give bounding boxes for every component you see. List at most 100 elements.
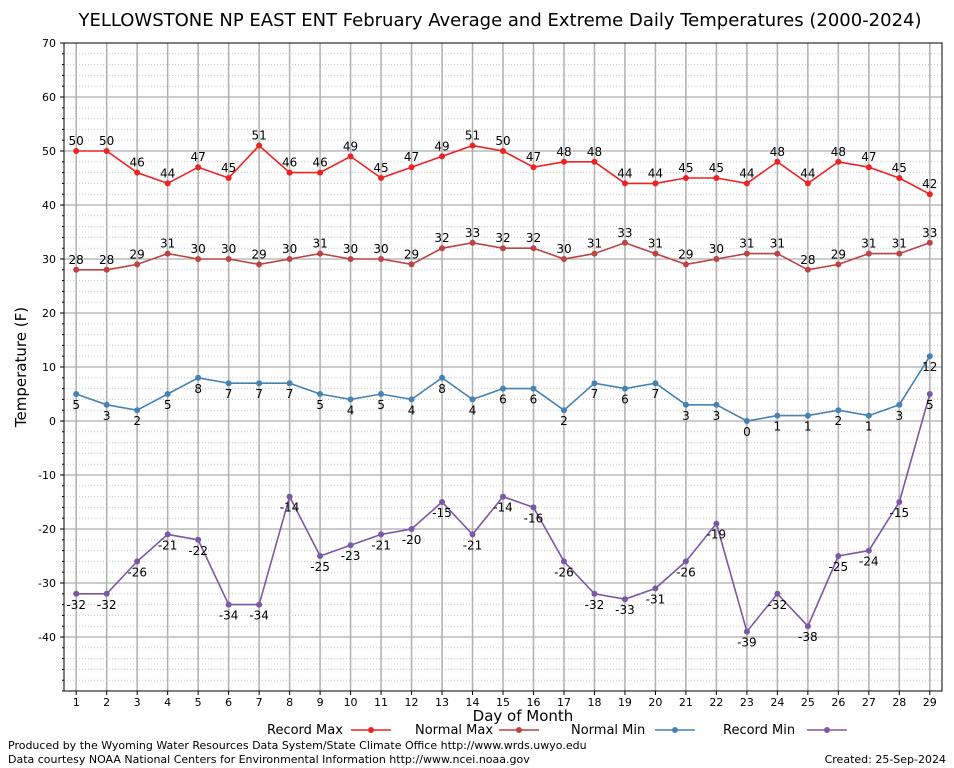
data-label: 3	[682, 409, 690, 423]
data-point	[560, 407, 567, 414]
data-point	[164, 391, 171, 397]
data-label: 33	[922, 226, 937, 240]
data-label: -16	[524, 511, 544, 525]
created-date: Created: 25-Sep-2024	[824, 753, 946, 766]
data-point	[225, 175, 232, 181]
data-label: 31	[770, 237, 785, 251]
x-tick-label: 24	[770, 696, 784, 709]
data-label: 2	[560, 414, 568, 428]
data-point	[439, 374, 446, 381]
data-point	[713, 175, 720, 181]
data-label: 48	[587, 145, 602, 159]
data-label: -21	[158, 538, 178, 552]
data-label: 30	[343, 242, 358, 256]
data-point	[195, 164, 202, 171]
data-label: 0	[743, 425, 751, 439]
data-label: 50	[69, 134, 84, 148]
data-point	[347, 256, 354, 262]
data-label: 30	[556, 242, 571, 256]
legend-item: Normal Max	[415, 723, 539, 738]
data-label: 45	[709, 161, 724, 175]
legend-swatch-marker	[368, 727, 374, 733]
data-point	[286, 256, 293, 262]
credit-data-source: Data courtesy NOAA National Centers for …	[8, 753, 530, 766]
data-point	[103, 401, 110, 408]
x-tick-label: 7	[256, 696, 263, 709]
data-point	[804, 180, 811, 187]
data-label: 42	[922, 177, 937, 191]
data-point	[469, 396, 476, 403]
data-point	[225, 380, 232, 387]
data-point	[408, 261, 415, 268]
data-label: 7	[591, 387, 599, 401]
data-label: -25	[310, 560, 330, 574]
data-point	[225, 256, 232, 262]
data-point	[835, 407, 842, 414]
data-point	[134, 261, 141, 268]
x-axis-label: Day of Month	[473, 707, 574, 725]
legend: Record Max Normal Max Normal Min Record Min	[267, 723, 847, 738]
data-point	[835, 553, 842, 559]
data-label: -26	[127, 565, 147, 579]
data-point	[225, 601, 232, 608]
x-tick-label: 4	[164, 696, 171, 709]
x-tick-label: 9	[317, 696, 324, 709]
data-label: 45	[678, 161, 693, 175]
data-label: -32	[97, 598, 117, 612]
data-label: 8	[194, 382, 202, 396]
series-record-min: -32 -32 -26 -21 -22 -34 -34 -14 -25 -23 -21 -20 -15 -…	[66, 391, 934, 650]
y-tick-label: -20	[38, 523, 56, 536]
data-label: 49	[343, 139, 358, 153]
x-tick-label: 13	[435, 696, 449, 709]
data-point	[591, 158, 598, 165]
data-point	[286, 380, 293, 387]
data-label: 29	[678, 247, 693, 261]
data-label: 32	[495, 231, 510, 245]
data-label: 31	[312, 237, 327, 251]
data-point	[73, 148, 80, 154]
data-label: 45	[373, 161, 388, 175]
data-label: 30	[373, 242, 388, 256]
data-label: -14	[493, 501, 513, 515]
data-point	[469, 142, 476, 149]
data-point	[591, 380, 598, 387]
data-point	[286, 493, 293, 500]
data-point	[926, 191, 933, 198]
data-point	[774, 412, 781, 419]
data-label: 46	[312, 156, 327, 170]
legend-label: Normal Max	[415, 723, 493, 738]
data-label: 48	[770, 145, 785, 159]
data-point	[835, 261, 842, 268]
data-point	[896, 175, 903, 181]
data-point	[134, 558, 141, 565]
data-point	[408, 164, 415, 171]
data-label: -20	[402, 533, 422, 547]
data-label: 50	[495, 134, 510, 148]
data-point	[317, 250, 324, 257]
x-tick-label: 5	[195, 696, 202, 709]
x-tick-label: 1	[73, 696, 80, 709]
data-label: 8	[438, 382, 446, 396]
data-point	[439, 153, 446, 160]
data-label: 4	[347, 403, 355, 417]
data-label: 32	[526, 231, 541, 245]
data-label: 33	[465, 226, 480, 240]
data-point	[500, 245, 506, 252]
data-point	[560, 256, 567, 262]
data-label: 28	[800, 253, 815, 267]
data-label: 31	[160, 237, 175, 251]
x-tick-label: 14	[466, 696, 480, 709]
x-tick-label: 22	[709, 696, 723, 709]
legend-item: Record Min	[723, 723, 847, 738]
data-point	[317, 391, 324, 397]
x-tick-label: 19	[618, 696, 632, 709]
x-tick-label: 2	[103, 696, 110, 709]
legend-swatch-marker	[672, 727, 678, 733]
data-point	[164, 531, 171, 538]
data-point	[134, 169, 141, 176]
data-label: -19	[707, 528, 727, 542]
data-label: 48	[831, 145, 846, 159]
data-label: 7	[652, 387, 660, 401]
legend-label: Record Max	[267, 723, 343, 738]
